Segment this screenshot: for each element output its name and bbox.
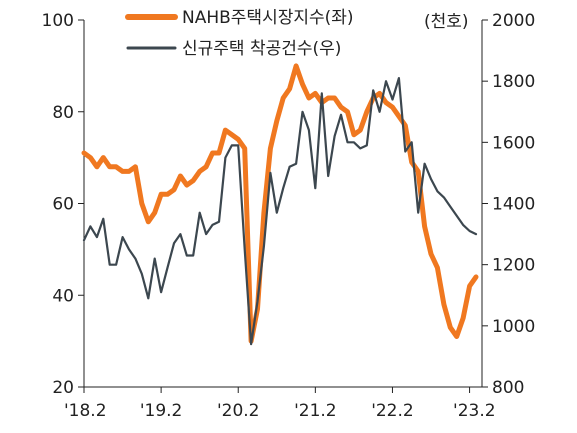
left-tick-label: 80 bbox=[52, 103, 74, 123]
left-axis-ticks: 100 80 60 40 20 bbox=[42, 11, 84, 398]
series-line-nahb bbox=[81, 63, 479, 344]
right-tick-label: 1800 bbox=[492, 72, 535, 92]
series-line-housing-starts bbox=[82, 76, 478, 346]
x-tick-label: '21.2 bbox=[294, 401, 337, 421]
legend: NAHB주택시장지수(좌) 신규주택 착공건수(우) bbox=[125, 8, 354, 59]
right-axis-unit-label: (천호) bbox=[424, 12, 469, 32]
x-tick-label: '20.2 bbox=[217, 401, 260, 421]
right-axis-ticks: 2000 1800 1600 1400 1200 1000 800 bbox=[482, 11, 535, 398]
left-tick-label: 100 bbox=[42, 11, 74, 31]
series-layer bbox=[81, 63, 479, 346]
right-tick-label: 1000 bbox=[492, 317, 535, 337]
right-tick-label: 1600 bbox=[492, 133, 535, 153]
x-tick-label: '22.2 bbox=[371, 401, 414, 421]
legend-label-starts: 신규주택 착공건수(우) bbox=[182, 39, 341, 59]
x-axis-ticks: '18.2 '19.2 '20.2 '21.2 '22.2 '23.2 bbox=[64, 387, 496, 421]
right-tick-label: 1400 bbox=[492, 195, 535, 215]
right-tick-label: 2000 bbox=[492, 11, 535, 31]
x-tick-label: '23.2 bbox=[453, 401, 496, 421]
left-tick-label: 20 bbox=[52, 378, 74, 398]
x-tick-label: '18.2 bbox=[64, 401, 107, 421]
legend-label-nahb: NAHB주택시장지수(좌) bbox=[182, 8, 354, 28]
left-tick-label: 60 bbox=[52, 195, 74, 215]
x-tick-label: '19.2 bbox=[140, 401, 183, 421]
left-tick-label: 40 bbox=[52, 286, 74, 306]
right-tick-label: 1200 bbox=[492, 256, 535, 276]
right-tick-label: 800 bbox=[492, 378, 524, 398]
